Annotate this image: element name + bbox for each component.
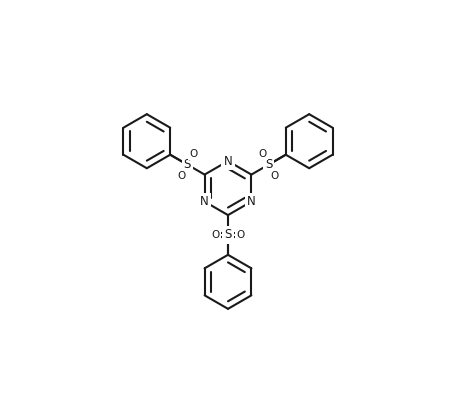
Text: S: S <box>264 158 272 171</box>
Text: O: O <box>258 149 266 159</box>
Text: N: N <box>200 195 208 208</box>
Text: O: O <box>177 171 185 181</box>
Text: O: O <box>270 171 278 181</box>
Text: S: S <box>183 158 191 171</box>
Text: O: O <box>236 230 244 240</box>
Text: O: O <box>189 149 197 159</box>
Text: S: S <box>224 228 231 242</box>
Text: N: N <box>223 154 232 168</box>
Text: N: N <box>247 195 255 208</box>
Text: O: O <box>211 230 219 240</box>
